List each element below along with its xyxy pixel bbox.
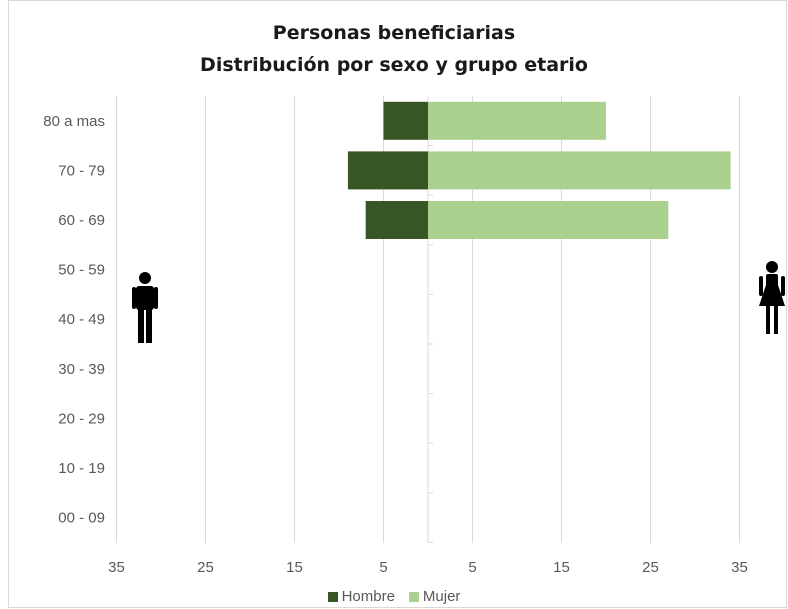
x-tick-label: 25 bbox=[197, 559, 214, 576]
bar-mujer bbox=[428, 101, 606, 140]
woman-icon bbox=[759, 261, 785, 334]
x-tick-label: 5 bbox=[468, 559, 476, 576]
category-label: 60 - 69 bbox=[58, 212, 105, 229]
x-tick-label: 15 bbox=[286, 559, 303, 576]
x-tick-label: 15 bbox=[553, 559, 570, 576]
x-tick-label: 25 bbox=[642, 559, 659, 576]
category-label: 80 a mas bbox=[43, 113, 105, 130]
legend-swatch-mujer bbox=[408, 591, 419, 602]
bars bbox=[347, 101, 731, 239]
category-label: 30 - 39 bbox=[58, 361, 105, 378]
man-icon bbox=[132, 272, 158, 343]
category-label: 40 - 49 bbox=[58, 311, 105, 328]
legend-item-mujer: Mujer bbox=[408, 588, 461, 605]
bar-mujer bbox=[428, 151, 731, 190]
category-label: 70 - 79 bbox=[58, 162, 105, 179]
bar-hombre bbox=[365, 201, 428, 239]
chart-subtitle: Distribución por sexo y grupo etario bbox=[200, 54, 588, 76]
category-label: 50 - 59 bbox=[58, 262, 105, 279]
legend-swatch-hombre bbox=[327, 591, 338, 602]
x-tick-labels: 35 25 15 5 5 15 25 35 bbox=[108, 559, 748, 576]
bar-hombre bbox=[383, 101, 428, 140]
x-tick-label: 5 bbox=[379, 559, 387, 576]
chart-frame bbox=[8, 0, 787, 608]
category-label: 00 - 09 bbox=[58, 510, 105, 527]
legend-label-mujer: Mujer bbox=[422, 588, 461, 605]
bar-hombre bbox=[347, 151, 428, 190]
legend: Hombre Mujer bbox=[0, 588, 788, 605]
bar-mujer bbox=[428, 201, 669, 239]
x-tick-label: 35 bbox=[731, 559, 748, 576]
x-tick-label: 35 bbox=[108, 559, 125, 576]
category-labels: 80 a mas 70 - 79 60 - 69 50 - 59 40 - 49 30 -… bbox=[43, 113, 105, 527]
chart-title: Personas beneficiarias bbox=[272, 22, 516, 44]
category-label: 20 - 29 bbox=[58, 410, 105, 427]
legend-item-hombre: Hombre bbox=[327, 588, 395, 605]
legend-label-hombre: Hombre bbox=[341, 588, 395, 605]
category-label: 10 - 19 bbox=[58, 460, 105, 477]
